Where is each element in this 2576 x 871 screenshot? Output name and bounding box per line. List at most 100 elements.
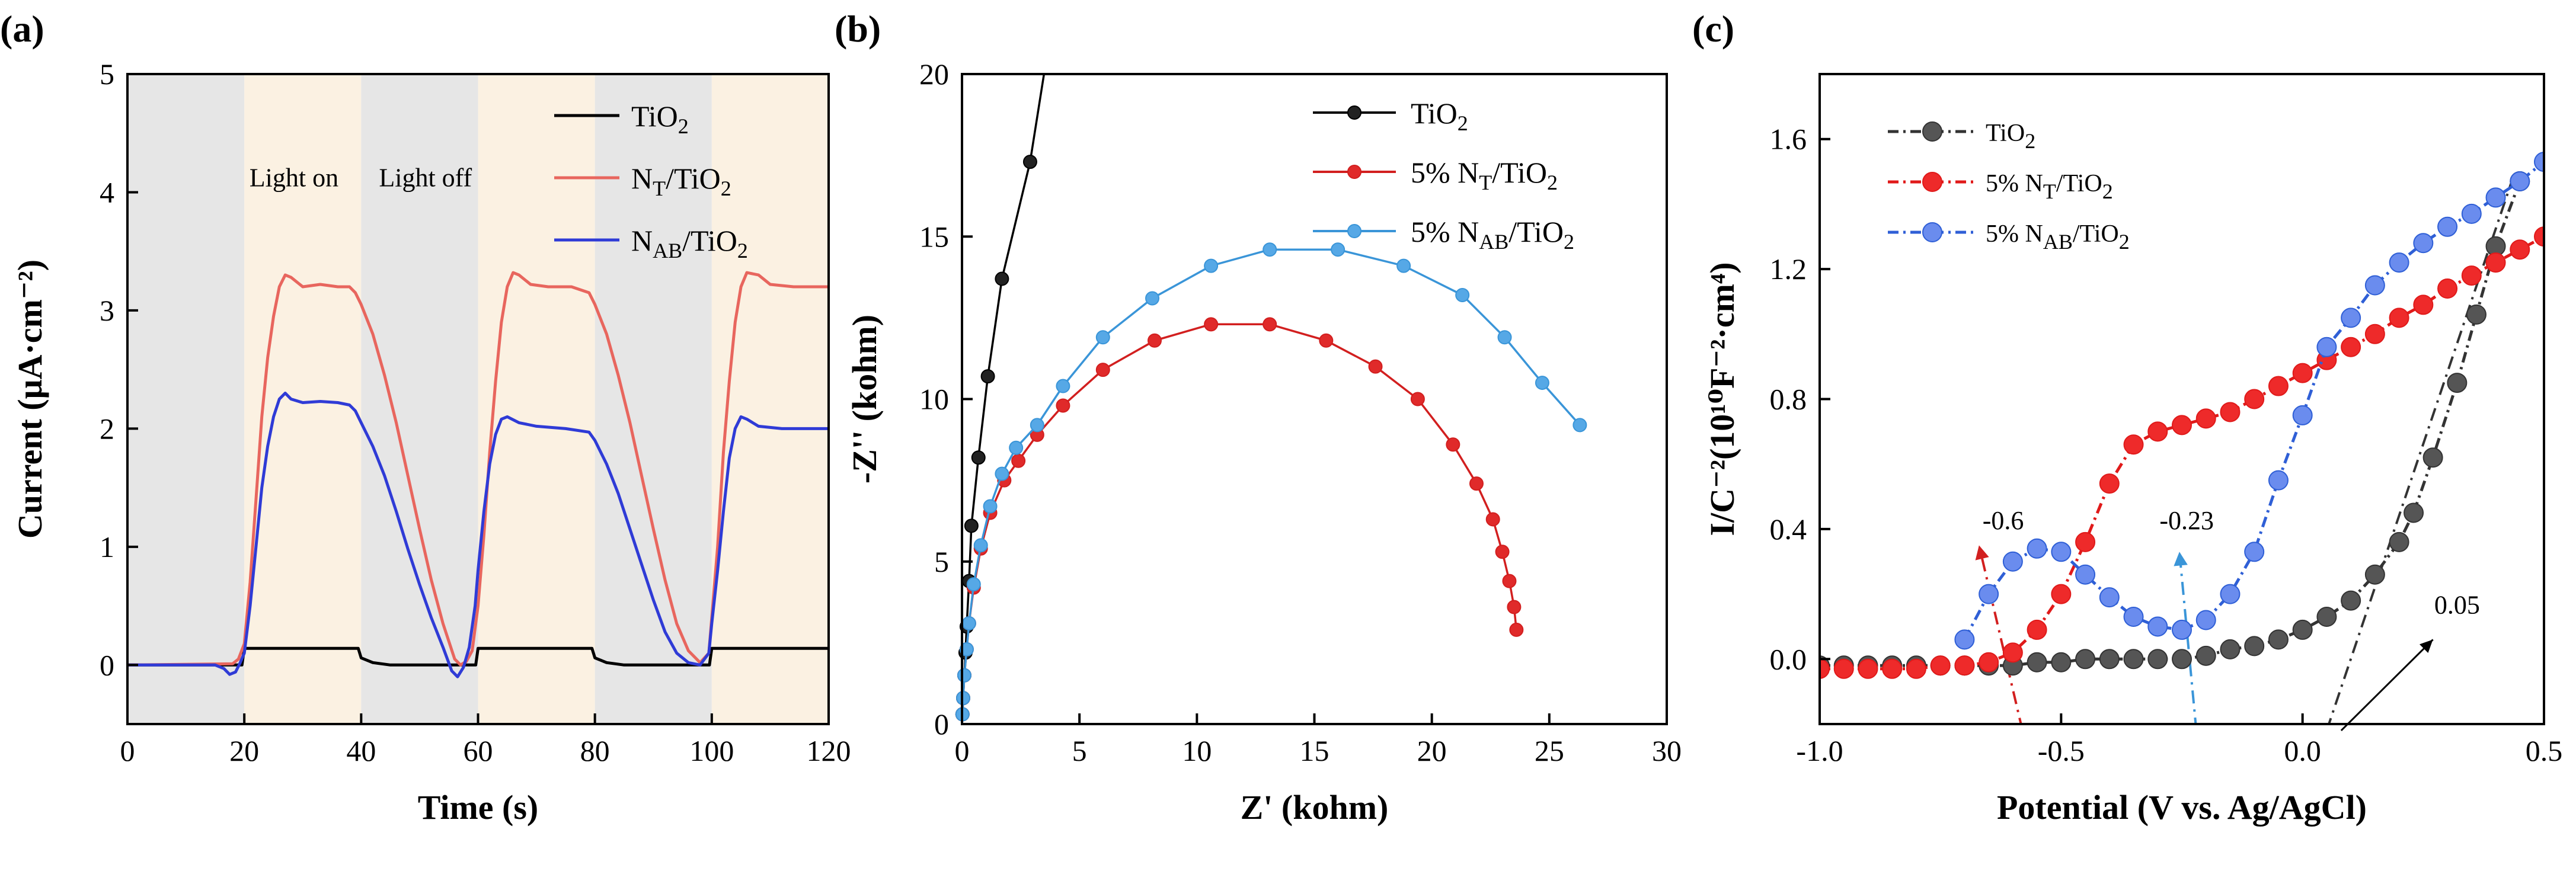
data-point [2123, 434, 2144, 455]
legend-label-1: NT/TiO2 [631, 162, 731, 200]
data-point [1204, 317, 1219, 332]
x-tick-label: 0.0 [2284, 734, 2321, 767]
annotation: -0.6 [1983, 506, 2024, 535]
extrapolation-line-0 [1977, 545, 2022, 724]
data-point [2466, 304, 2486, 325]
data-point [2051, 542, 2072, 562]
data-point [2316, 337, 2337, 357]
data-point [1396, 258, 1411, 273]
legend-label-0: TiO2 [1411, 97, 1468, 135]
data-point [2447, 373, 2468, 393]
y-axis-title: I/C⁻²(10¹⁰F⁻²·cm⁴) [1703, 262, 1741, 536]
x-tick-label: 0 [120, 734, 135, 767]
legend-marker-2 [1922, 222, 1942, 242]
legend-text-sub: 2 [1564, 230, 1574, 254]
x-tick-label: 120 [807, 734, 851, 767]
legend-text-sub: AB [1479, 230, 1508, 254]
legend-text-base: 5% N [1986, 170, 2043, 197]
panel-1-axes: 0 5 10 15 20 25 30 0 5 10 15 20 Z' (kohm) -Z'' (kohm)… [835, 8, 1682, 827]
data-point [1954, 629, 1975, 650]
legend-text-rest: /TiO [1492, 156, 1547, 189]
data-point [2220, 402, 2241, 422]
data-point [1263, 317, 1277, 332]
data-point [2147, 649, 2168, 670]
y-tick-label: 0.0 [1770, 642, 1807, 675]
legend-text-sub: AB [2043, 230, 2073, 254]
data-point [1507, 600, 1522, 614]
y-tick-label: 10 [919, 383, 949, 416]
band-light-off [361, 74, 478, 724]
data-point [1954, 655, 1975, 676]
data-point [2220, 584, 2241, 604]
legend-label-2: 5% NAB/TiO2 [1986, 220, 2130, 254]
y-tick-label: 1.6 [1770, 123, 1807, 156]
data-point [1331, 242, 1345, 257]
legend-label-1: 5% NT/TiO2 [1411, 156, 1558, 194]
y-tick-label: 2 [100, 412, 114, 445]
data-point [2172, 619, 2192, 640]
data-point [2195, 408, 2216, 429]
x-axis-title: Time (s) [418, 788, 539, 827]
panel-label: (b) [835, 8, 881, 50]
data-point [2244, 389, 2265, 409]
legend-text-base: 5% N [1411, 215, 1479, 248]
data-point [1204, 258, 1219, 273]
data-point [2051, 652, 2072, 673]
legend-marker-1 [1922, 172, 1942, 192]
data-point [2027, 652, 2047, 673]
x-tick-label: 0.5 [2526, 734, 2563, 767]
data-point [2195, 610, 2216, 630]
x-tick-label: 25 [1535, 734, 1564, 767]
data-point [1469, 476, 1484, 491]
annotation-arrow [2340, 639, 2434, 732]
data-point [961, 616, 976, 630]
y-tick-label: 1.2 [1770, 252, 1807, 286]
panel-2-axes: -1.0 -0.5 0.0 0.5 0.0 0.4 0.8 1.2 1.6 Potential (… [1692, 8, 2562, 827]
legend-label-2: NAB/TiO2 [631, 224, 748, 262]
legend-text-sub: T [2043, 180, 2056, 203]
series-line-0 [127, 646, 829, 667]
legend-text-rest: /TiO [682, 224, 737, 257]
extrapolation-arrowhead-1 [2174, 552, 2188, 566]
data-point [1502, 574, 1517, 588]
legend-text-rest: /TiO [2056, 170, 2102, 197]
data-point [2485, 187, 2506, 208]
data-point [1485, 512, 1500, 527]
data-point [2147, 616, 2168, 637]
data-point [2268, 376, 2289, 396]
data-point [2099, 473, 2120, 494]
data-point [2341, 590, 2361, 611]
legend-label-0: TiO2 [1986, 120, 2035, 153]
data-point [2364, 275, 2385, 296]
x-tick-label: -1.0 [1796, 734, 1843, 767]
data-point [1056, 379, 1070, 393]
x-axis-title: Potential (V vs. Ag/AgCl) [1997, 788, 2367, 827]
data-point [2510, 239, 2530, 260]
x-tick-label: 80 [580, 734, 610, 767]
annotation: -0.23 [2159, 506, 2214, 535]
annotation: Light off [379, 163, 472, 192]
data-point [2147, 421, 2168, 442]
y-tick-label: 5 [100, 57, 114, 91]
legend-text-base: TiO [1986, 120, 2025, 147]
data-point [2099, 649, 2120, 670]
data-point [2027, 538, 2047, 559]
data-point [1095, 363, 1110, 377]
x-tick-label: 20 [1417, 734, 1447, 767]
legend-text-sub: T [1479, 171, 1492, 194]
legend-text-sub: 2 [2119, 230, 2130, 254]
data-point [1022, 155, 1037, 169]
data-point [1979, 584, 1999, 604]
data-point [1573, 418, 1587, 433]
x-tick-label: 5 [1072, 734, 1087, 767]
data-point [1319, 333, 1334, 348]
data-point [2413, 233, 2434, 254]
y-tick-label: 0.8 [1770, 383, 1807, 416]
y-axis-title: Current (μA·cm⁻²) [11, 260, 49, 539]
data-point [2461, 203, 2482, 224]
data-point [2510, 171, 2530, 192]
data-point [1535, 376, 1549, 390]
data-point [2268, 629, 2289, 650]
data-point [2172, 415, 2192, 436]
